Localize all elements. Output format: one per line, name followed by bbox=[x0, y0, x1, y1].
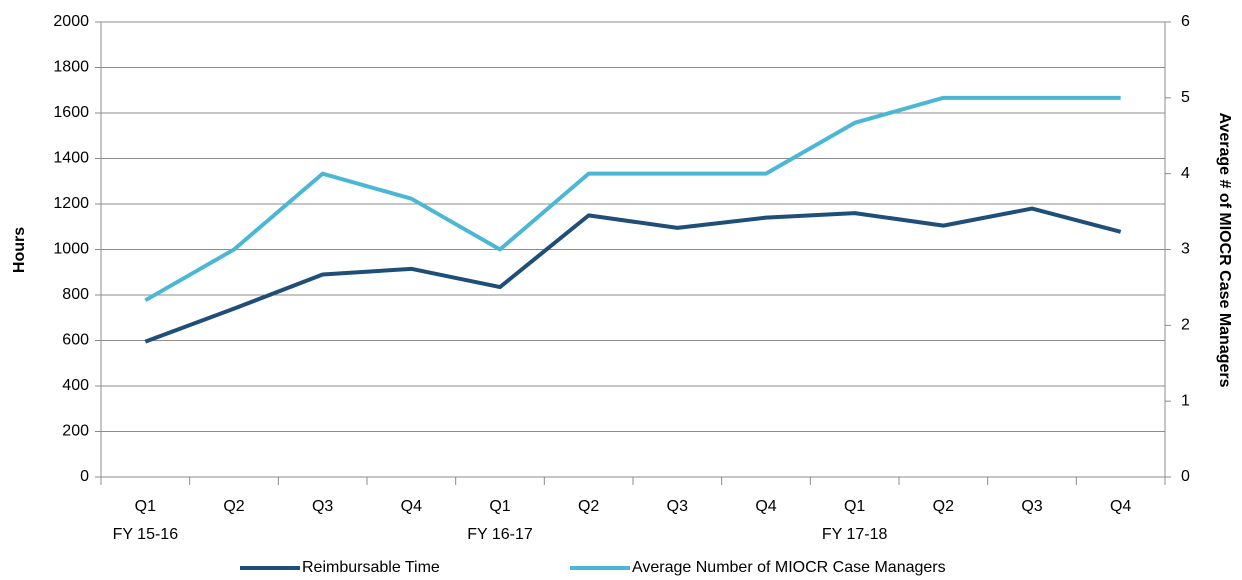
x-tick-label: Q3 bbox=[1021, 498, 1042, 515]
legend-label: Average Number of MIOCR Case Managers bbox=[632, 559, 946, 576]
x-tick-label: Q2 bbox=[933, 498, 954, 515]
y-tick-label: 1000 bbox=[53, 241, 89, 258]
y2-tick-label: 1 bbox=[1181, 392, 1190, 409]
x-tick-label: Q4 bbox=[755, 498, 776, 515]
y-tick-label: 0 bbox=[80, 468, 89, 485]
series-line bbox=[144, 95, 1121, 303]
x-tick-label: Q3 bbox=[667, 498, 688, 515]
y2-tick-label: 3 bbox=[1181, 241, 1190, 258]
series-line bbox=[144, 206, 1122, 344]
x-tick-label: Q2 bbox=[578, 498, 599, 515]
y2-tick-label: 5 bbox=[1181, 89, 1190, 106]
y-tick-label: 1600 bbox=[53, 104, 89, 121]
y-tick-label: 1200 bbox=[53, 195, 89, 212]
x-group-label: FY 17-18 bbox=[822, 526, 888, 543]
x-group-label: FY 15-16 bbox=[113, 526, 179, 543]
legend-label: Reimbursable Time bbox=[302, 559, 440, 576]
y-tick-label: 200 bbox=[62, 423, 89, 440]
x-tick-label: Q1 bbox=[135, 498, 156, 515]
y-tick-label: 2000 bbox=[53, 13, 89, 30]
x-tick-label: Q4 bbox=[401, 498, 422, 515]
y2-axis-title: Average # of MIOCR Case Managers bbox=[1216, 112, 1233, 387]
x-group-label: FY 16-17 bbox=[467, 526, 533, 543]
x-tick-label: Q2 bbox=[223, 498, 244, 515]
y2-tick-label: 4 bbox=[1181, 165, 1190, 182]
y2-tick-label: 0 bbox=[1181, 468, 1190, 485]
x-tick-label: Q1 bbox=[489, 498, 510, 515]
y2-tick-label: 2 bbox=[1181, 317, 1190, 334]
y2-tick-label: 6 bbox=[1181, 13, 1190, 30]
y-tick-label: 1800 bbox=[53, 59, 89, 76]
y-tick-label: 600 bbox=[62, 332, 89, 349]
x-tick-label: Q1 bbox=[844, 498, 865, 515]
y-tick-label: 800 bbox=[62, 286, 89, 303]
y-axis-title: Hours bbox=[11, 227, 28, 273]
y-tick-label: 1400 bbox=[53, 150, 89, 167]
x-tick-label: Q3 bbox=[312, 498, 333, 515]
y-tick-label: 400 bbox=[62, 377, 89, 394]
x-tick-label: Q4 bbox=[1110, 498, 1131, 515]
